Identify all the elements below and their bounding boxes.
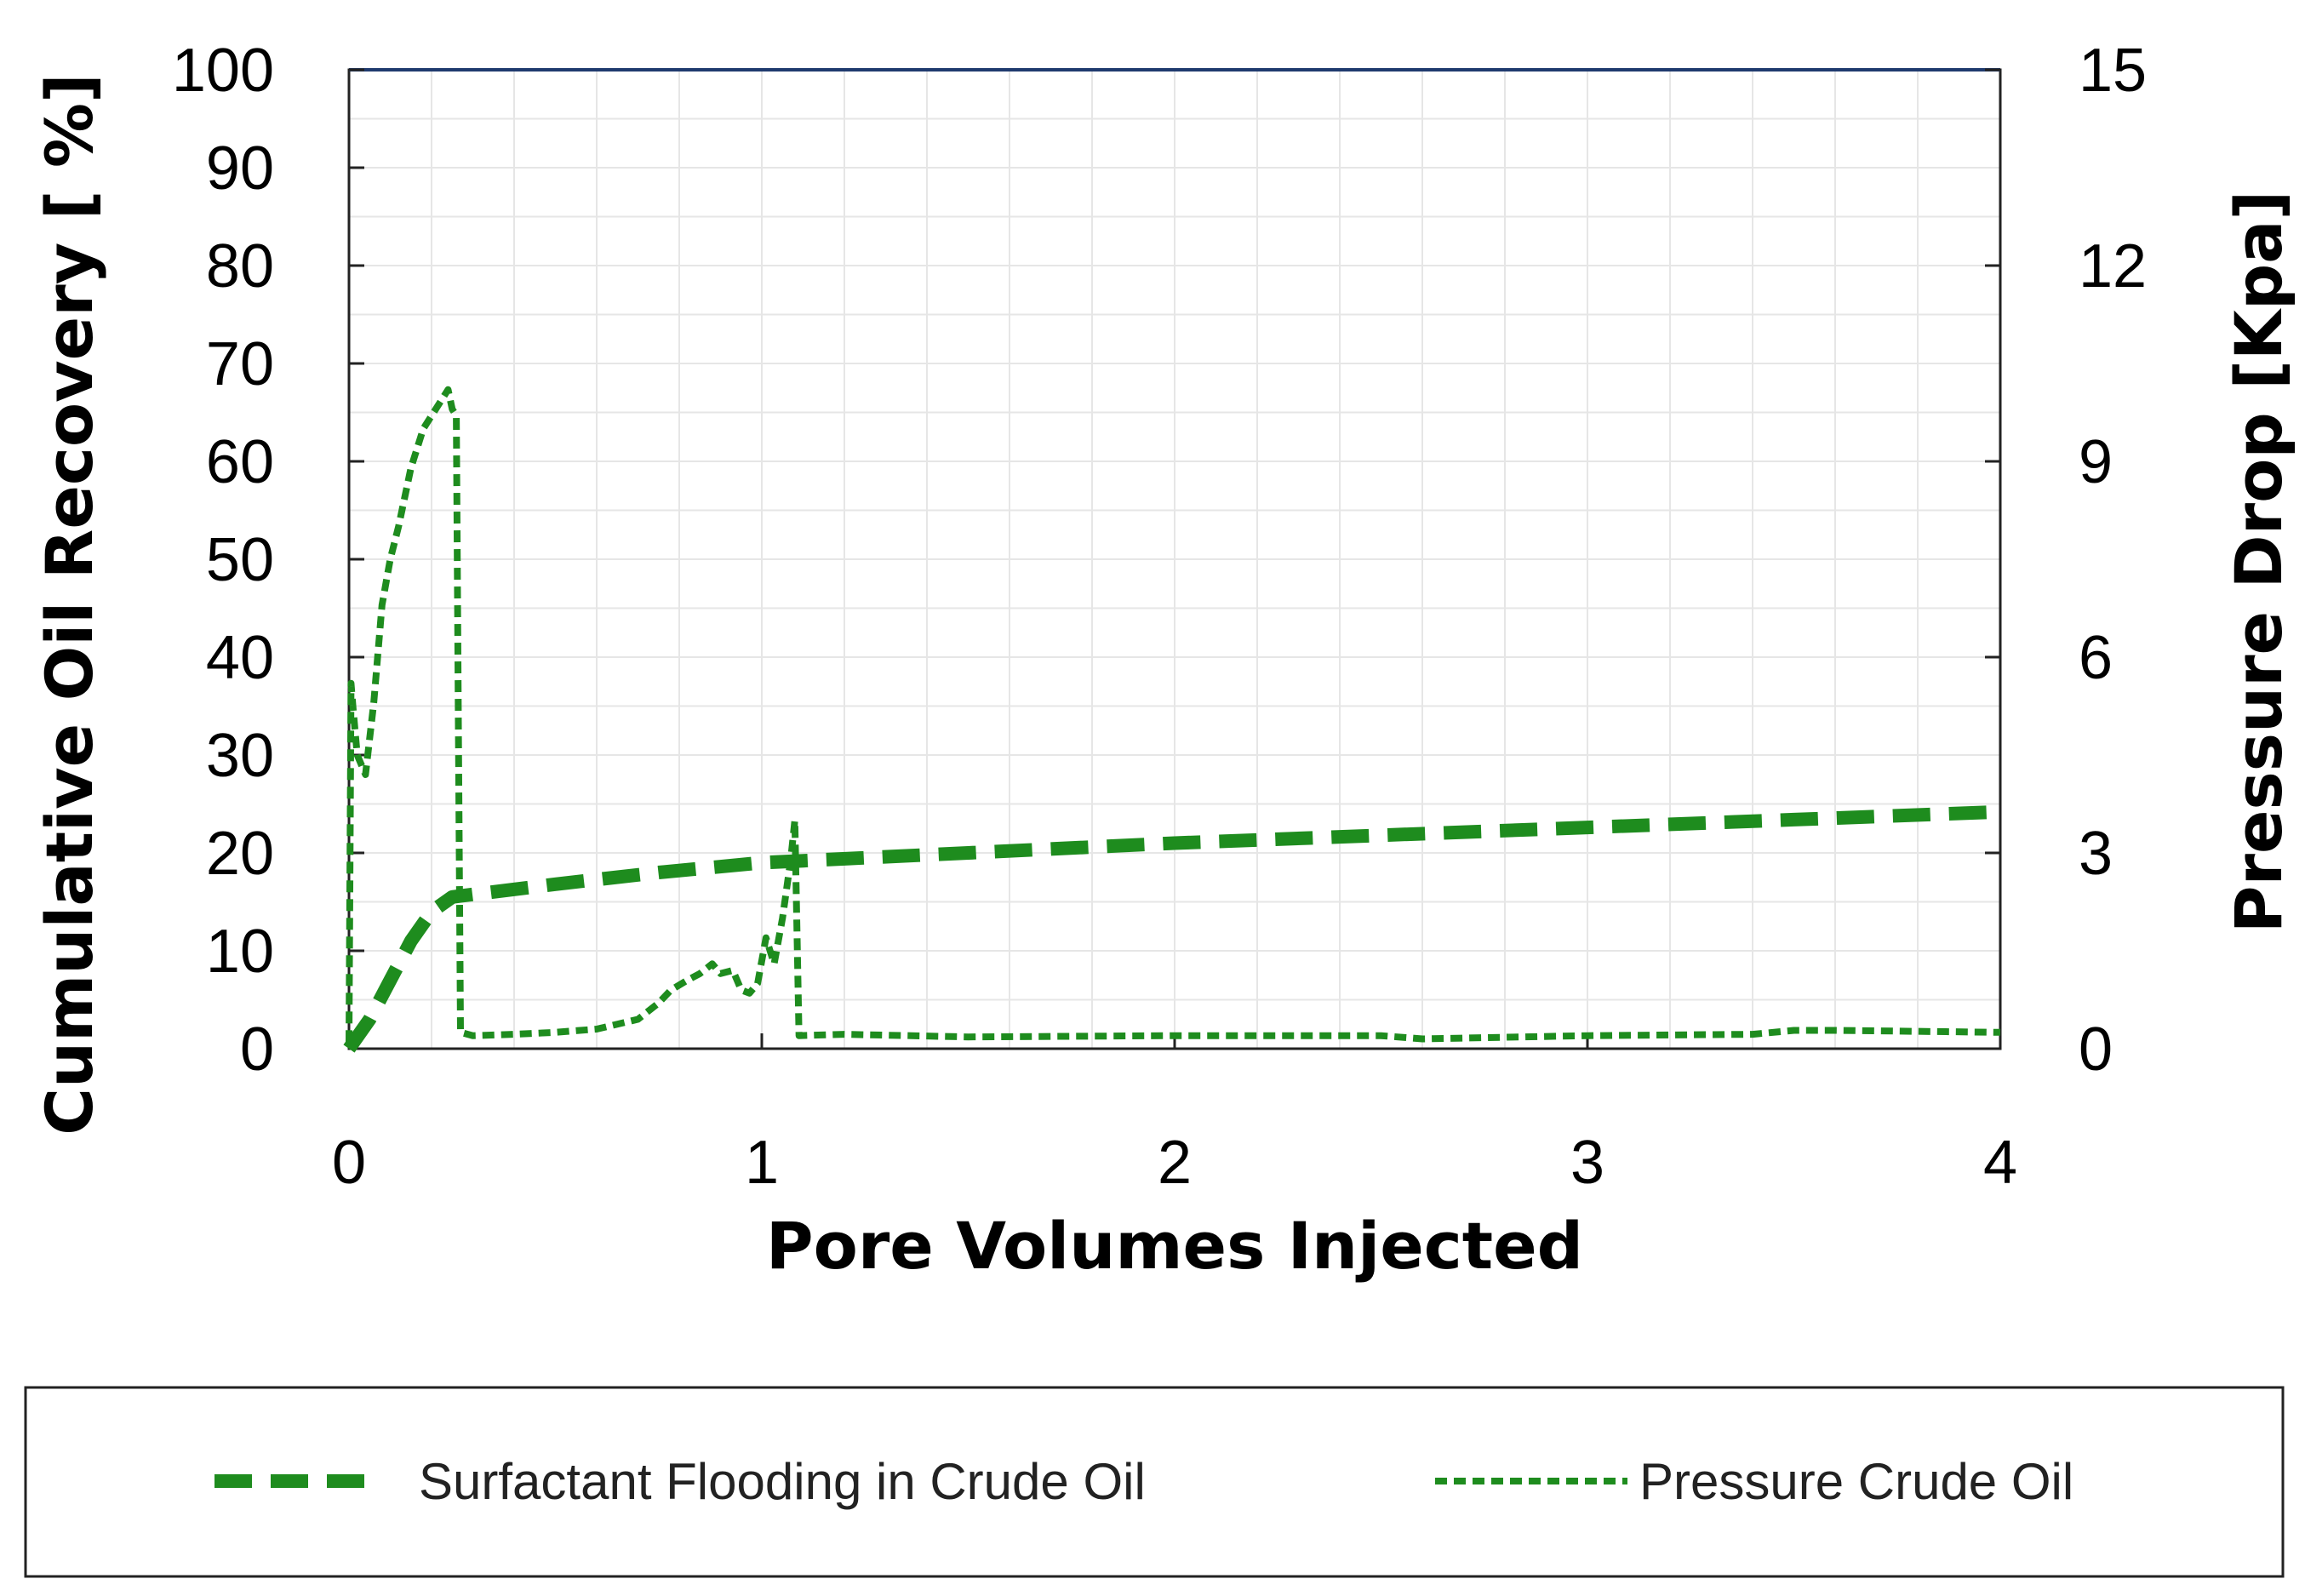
x-tick-label: 0: [332, 1129, 366, 1197]
y-axis-title: Cumulative Oil Recovery [ %]: [31, 73, 107, 1136]
y2-tick-label: 0: [2079, 1015, 2113, 1084]
y-tick-label: 90: [206, 134, 274, 203]
legend-box: [24, 1386, 2285, 1578]
x-tick-label: 2: [1158, 1129, 1192, 1197]
y2-tick-label: 3: [2079, 820, 2113, 888]
x-tick-label: 3: [1570, 1129, 1604, 1197]
y-tick-label: 30: [206, 722, 274, 790]
y2-tick-label: 9: [2079, 428, 2113, 496]
grid: [349, 70, 2000, 1049]
y-tick-label: 80: [206, 232, 274, 300]
y-tick-label: 70: [206, 330, 274, 398]
x-tick-label: 4: [1983, 1129, 2017, 1197]
y2-tick-label: 15: [2079, 37, 2147, 105]
y2-tick-label: 12: [2079, 232, 2147, 300]
y-tick-label: 60: [206, 428, 274, 496]
legend-label-pressure: Pressure Crude Oil: [1639, 1453, 2073, 1510]
y-tick-label: 20: [206, 820, 274, 888]
series-layer: [343, 386, 2001, 1053]
legend-label-surfactant: Surfactant Flooding in Crude Oil: [419, 1453, 1146, 1510]
x-tick-label: 1: [745, 1129, 779, 1197]
y2-tick-label: 6: [2079, 624, 2113, 692]
y-tick-label: 100: [172, 37, 274, 105]
y-tick-label: 50: [206, 526, 274, 594]
legend: Surfactant Flooding in Crude Oil Pressur…: [24, 1386, 2285, 1578]
y-tick-label: 40: [206, 624, 274, 692]
series-line-pressure-crude-oil: [346, 386, 2001, 1043]
y-tick-label: 10: [206, 918, 274, 986]
y-tick-label: 0: [240, 1015, 274, 1084]
x-axis-title: Pore Volumes Injected: [766, 1208, 1583, 1284]
y2-axis-title: Pressure Drop [Kpa]: [2221, 191, 2296, 933]
